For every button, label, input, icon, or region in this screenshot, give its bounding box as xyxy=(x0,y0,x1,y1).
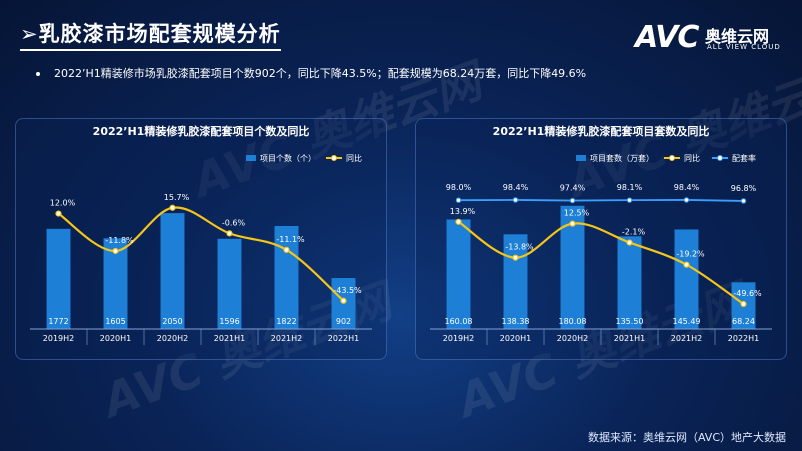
chart-title: 2022’H1精装修乳胶漆配套项目个数及同比 xyxy=(93,124,310,138)
rate-label: 96.8% xyxy=(731,184,757,193)
legend-marker xyxy=(331,155,337,161)
bar-value-label: 68.24 xyxy=(732,317,755,326)
x-tick-label: 2019H2 xyxy=(43,334,74,343)
bar xyxy=(274,226,299,329)
bar-value-label: 902 xyxy=(336,317,351,326)
x-tick-label: 2020H1 xyxy=(500,334,531,343)
bar-value-label: 160.08 xyxy=(445,317,473,326)
legend-label: 项目套数（万套） xyxy=(590,153,654,163)
legend-label: 项目个数（个） xyxy=(260,153,316,163)
brand-name-en: ALL VIEW CLOUD xyxy=(707,43,781,51)
rate-point xyxy=(512,197,519,203)
bar-value-label: 138.38 xyxy=(502,317,530,326)
legend-label: 同比 xyxy=(346,153,362,163)
yoy-point xyxy=(569,220,576,227)
legend-label: 同比 xyxy=(684,153,700,163)
page-title-text: 乳胶漆市场配套规模分析 xyxy=(38,22,281,46)
yoy-point xyxy=(283,246,290,253)
bar xyxy=(46,228,71,329)
bar xyxy=(674,229,699,329)
rate-label: 97.4% xyxy=(560,184,586,193)
yoy-label: -13.8% xyxy=(505,243,534,252)
x-tick-label: 2021H2 xyxy=(271,334,302,343)
bar xyxy=(103,238,128,329)
legend-marker xyxy=(717,155,723,161)
bar xyxy=(446,219,471,329)
bar xyxy=(217,238,242,329)
rate-point xyxy=(740,198,747,204)
chart-panel-units: 2022’H1精装修乳胶漆配套项目套数及同比项目套数（万套） 同比 配套率 160.0… xyxy=(415,118,787,360)
bar-value-label: 1596 xyxy=(219,317,239,326)
x-tick-label: 2020H2 xyxy=(557,334,588,343)
yoy-point xyxy=(740,300,747,308)
x-tick-label: 2021H1 xyxy=(614,334,645,343)
chart-title: 2022’H1精装修乳胶漆配套项目套数及同比 xyxy=(493,124,710,138)
bar-value-label: 2050 xyxy=(162,317,182,326)
yoy-point xyxy=(226,230,233,237)
yoy-point xyxy=(512,254,519,261)
x-tick-label: 2022H1 xyxy=(728,334,759,343)
x-tick-label: 2021H1 xyxy=(214,334,245,343)
yoy-point xyxy=(55,210,62,217)
legend-marker xyxy=(669,155,675,161)
bar-value-label: 180.08 xyxy=(559,317,587,326)
yoy-point xyxy=(683,261,690,268)
brand-logo: AVC 奥维云网 ALL VIEW CLOUD xyxy=(635,20,785,56)
yoy-point xyxy=(455,218,462,225)
yoy-label: -43.5% xyxy=(333,286,362,295)
rate-label: 98.0% xyxy=(446,183,472,192)
bar xyxy=(503,234,528,329)
data-source: 数据来源：奥维云网（AVC）地产大数据 xyxy=(587,431,786,444)
rate-line xyxy=(458,199,744,202)
rate-point xyxy=(569,197,576,204)
yoy-line xyxy=(457,220,745,305)
bullet-icon xyxy=(36,72,40,76)
x-tick-label: 2022H1 xyxy=(328,334,359,343)
yoy-label: 12.0% xyxy=(50,199,76,208)
avc-logo: AVC xyxy=(635,20,699,55)
yoy-point xyxy=(340,297,347,304)
bar-value-label: 1605 xyxy=(105,317,125,326)
yoy-label: 12.5% xyxy=(564,209,590,218)
yoy-label: -49.6% xyxy=(733,289,762,298)
rate-label: 98.1% xyxy=(617,183,643,192)
x-tick-label: 2020H1 xyxy=(100,334,131,343)
x-tick-label: 2020H2 xyxy=(157,334,188,343)
rate-point xyxy=(455,197,462,203)
yoy-label: 15.7% xyxy=(164,193,190,202)
yoy-label: 13.9% xyxy=(450,207,476,216)
x-tick-label: 2021H2 xyxy=(671,334,702,343)
summary-text: 2022’H1精装修市场乳胶漆配套项目个数902个，同比下降43.5%；配套规模… xyxy=(54,67,587,80)
yoy-label: -19.2% xyxy=(676,250,705,259)
legend-label: 配套率 xyxy=(732,153,756,163)
bar xyxy=(617,236,642,329)
summary-line: 2022’H1精装修市场乳胶漆配套项目个数902个，同比下降43.5%；配套规模… xyxy=(36,65,586,81)
yoy-line xyxy=(57,206,345,302)
bar xyxy=(560,205,585,329)
yoy-label: -0.6% xyxy=(222,218,246,227)
yoy-point xyxy=(626,239,633,246)
yoy-label: -2.1% xyxy=(622,228,646,237)
bar-value-label: 135.50 xyxy=(616,317,644,326)
legend-swatch-bar xyxy=(246,155,256,161)
yoy-label: -11.1% xyxy=(276,235,305,244)
rate-point xyxy=(683,197,690,203)
chart-panel-projects: 2022’H1精装修乳胶漆配套项目个数及同比项目个数（个） 同比 1772 1605 2… xyxy=(15,118,387,360)
rate-label: 98.4% xyxy=(674,183,700,192)
rate-label: 98.4% xyxy=(503,183,529,192)
bar-value-label: 145.49 xyxy=(673,317,701,326)
yoy-label: -11.8% xyxy=(105,236,134,245)
brand-name-cn: 奥维云网 xyxy=(705,27,770,46)
page-title: ➢乳胶漆市场配套规模分析 xyxy=(20,18,281,51)
x-tick-label: 2019H2 xyxy=(443,334,474,343)
bar-value-label: 1822 xyxy=(276,317,296,326)
yoy-point xyxy=(169,204,176,211)
legend-swatch-bar xyxy=(576,155,586,161)
rate-point xyxy=(626,197,633,203)
bar-value-label: 1772 xyxy=(48,317,68,326)
yoy-point xyxy=(112,247,119,255)
bar xyxy=(160,213,185,329)
